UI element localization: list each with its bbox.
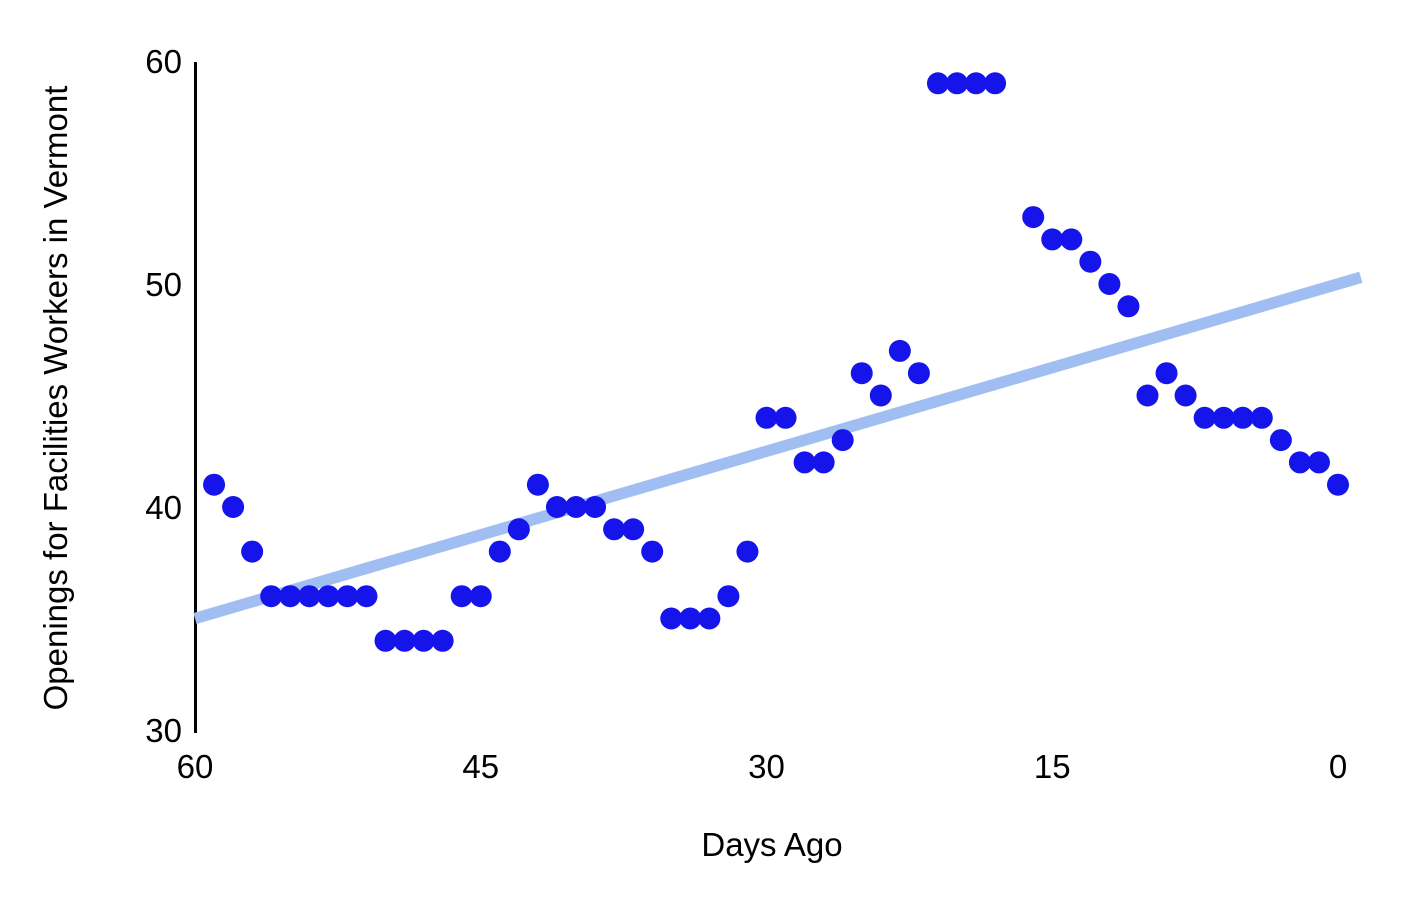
data-point xyxy=(1155,362,1178,385)
data-point xyxy=(565,496,587,518)
y-tick-label: 60 xyxy=(145,43,182,80)
scatter-points xyxy=(203,72,1349,652)
data-point xyxy=(1193,406,1216,429)
x-tick-label: 15 xyxy=(1034,748,1071,785)
x-axis-tick-labels: 60 45 30 15 0 xyxy=(177,748,1348,785)
trendline xyxy=(193,271,1363,625)
x-tick-label: 60 xyxy=(177,748,214,785)
data-point xyxy=(660,607,683,630)
data-point xyxy=(260,585,283,608)
data-point xyxy=(926,72,949,95)
data-point xyxy=(545,496,568,518)
data-point xyxy=(1060,228,1083,251)
data-point xyxy=(450,585,473,608)
data-point xyxy=(1041,228,1064,251)
y-tick-label: 30 xyxy=(145,712,182,749)
data-point xyxy=(907,362,930,385)
data-point xyxy=(679,607,702,630)
data-point xyxy=(1288,451,1311,474)
data-point xyxy=(793,451,816,474)
data-point xyxy=(241,540,264,563)
data-point xyxy=(869,384,892,407)
data-point xyxy=(1231,406,1254,429)
x-axis-title: Days Ago xyxy=(701,826,843,863)
data-point xyxy=(946,72,968,95)
data-point xyxy=(831,429,854,452)
data-point xyxy=(1079,250,1102,273)
data-point xyxy=(222,496,245,518)
data-point xyxy=(203,473,226,496)
x-tick-label: 45 xyxy=(462,748,499,785)
data-point xyxy=(888,339,911,362)
data-point xyxy=(622,518,645,541)
data-point xyxy=(393,629,416,652)
data-point xyxy=(603,518,626,541)
data-point xyxy=(374,629,397,652)
data-point xyxy=(355,585,378,608)
data-point xyxy=(317,585,340,608)
y-tick-label: 50 xyxy=(145,266,182,303)
data-point xyxy=(279,585,302,608)
data-point xyxy=(1250,406,1273,429)
x-tick-label: 0 xyxy=(1329,748,1347,785)
data-point xyxy=(469,585,492,608)
data-point xyxy=(584,496,607,518)
data-point xyxy=(526,473,549,496)
x-tick-label: 30 xyxy=(748,748,785,785)
data-point xyxy=(812,451,835,474)
data-point xyxy=(850,362,873,385)
y-tick-label: 40 xyxy=(145,489,182,526)
data-point xyxy=(1022,206,1045,229)
data-point xyxy=(965,72,988,95)
data-point xyxy=(984,72,1007,95)
data-point xyxy=(412,629,435,652)
data-point xyxy=(336,585,359,608)
data-point xyxy=(1117,295,1140,318)
data-point xyxy=(1307,451,1330,474)
data-point xyxy=(641,540,664,563)
data-point xyxy=(755,406,778,429)
data-point xyxy=(698,607,721,630)
data-point xyxy=(431,629,454,652)
data-point xyxy=(507,518,530,541)
data-point xyxy=(736,540,759,563)
data-point xyxy=(1212,406,1235,429)
data-point xyxy=(1098,273,1121,295)
data-point xyxy=(1269,429,1292,452)
data-point xyxy=(774,406,797,429)
data-point xyxy=(1174,384,1197,407)
data-point xyxy=(1136,384,1159,407)
data-point xyxy=(1327,473,1349,496)
data-point xyxy=(298,585,321,608)
y-axis-tick-labels: 30 40 50 60 xyxy=(145,43,182,749)
data-point xyxy=(717,585,740,608)
data-point xyxy=(488,540,511,563)
